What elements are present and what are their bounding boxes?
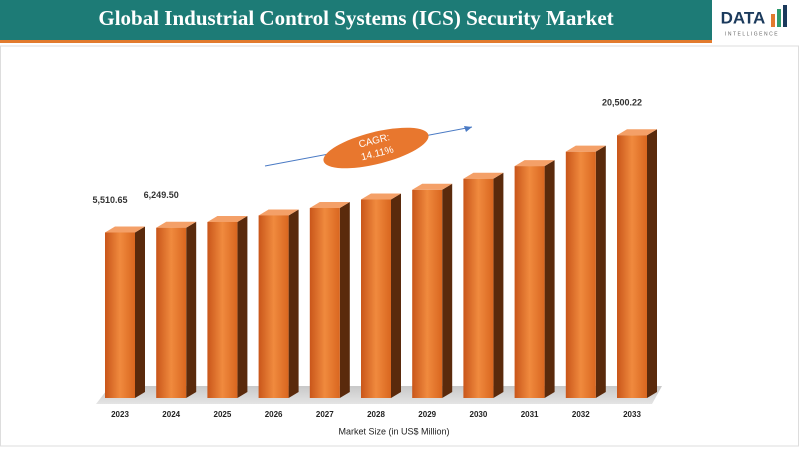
bar bbox=[258, 215, 289, 398]
bar-top bbox=[514, 160, 555, 167]
bar-top bbox=[565, 145, 606, 152]
bar-side bbox=[595, 145, 606, 398]
x-axis-title: Market Size (in US$ Million) bbox=[338, 426, 449, 436]
bar bbox=[514, 166, 545, 398]
chart-title: Global Industrial Control Systems (ICS) … bbox=[98, 6, 613, 30]
value-label: 5,510.65 bbox=[92, 195, 127, 205]
cagr-ellipse bbox=[323, 127, 429, 169]
x-tick-label: 2024 bbox=[162, 410, 180, 419]
bar-top bbox=[156, 221, 197, 228]
bar-side bbox=[493, 172, 504, 398]
arrow-head bbox=[464, 126, 472, 132]
logo-subtext: INTELLIGENCE bbox=[725, 31, 779, 37]
header-bar bbox=[0, 0, 800, 40]
chart-frame bbox=[0, 45, 799, 447]
x-tick-label: 2023 bbox=[111, 410, 129, 419]
bar-side bbox=[339, 201, 350, 398]
bar bbox=[361, 199, 391, 398]
x-tick-label: 2029 bbox=[418, 410, 436, 419]
bar-top bbox=[617, 129, 657, 136]
bar bbox=[309, 207, 340, 398]
x-tick-label: 2032 bbox=[572, 410, 590, 419]
bar bbox=[156, 227, 187, 398]
value-label: 6,249.50 bbox=[144, 190, 179, 200]
x-tick-label: 2031 bbox=[521, 410, 539, 419]
bar-top bbox=[309, 201, 350, 208]
value-label: 20,500.22 bbox=[602, 98, 642, 108]
x-tick-label: 2033 bbox=[623, 410, 641, 419]
bar-side bbox=[288, 209, 299, 398]
bar-top bbox=[412, 183, 453, 190]
bar-top bbox=[463, 172, 504, 179]
logo-text: DATA bbox=[721, 8, 766, 27]
logo-icon bbox=[783, 5, 787, 27]
bar-top bbox=[361, 193, 401, 200]
bar bbox=[207, 221, 238, 398]
bar-side bbox=[647, 129, 657, 398]
x-tick-label: 2030 bbox=[470, 410, 488, 419]
bar-side bbox=[237, 215, 248, 398]
header-rule bbox=[0, 40, 712, 43]
bar-top bbox=[258, 209, 299, 216]
logo-icon bbox=[771, 14, 775, 27]
logo-icon bbox=[777, 9, 781, 27]
cagr-badge: CAGR: 14.11% bbox=[323, 127, 429, 169]
x-tick-label: 2028 bbox=[367, 410, 385, 419]
bar-side bbox=[442, 183, 453, 398]
bar-top bbox=[207, 215, 248, 222]
bar-top bbox=[105, 226, 145, 233]
bar bbox=[565, 151, 596, 398]
bar bbox=[617, 135, 647, 398]
bar-side bbox=[544, 160, 555, 398]
bar bbox=[412, 189, 443, 398]
bar-side bbox=[186, 221, 197, 398]
x-tick-label: 2025 bbox=[214, 410, 232, 419]
bar-side bbox=[391, 193, 401, 398]
x-tick-label: 2027 bbox=[316, 410, 334, 419]
bar-side bbox=[135, 226, 145, 398]
bar bbox=[105, 232, 135, 398]
bar bbox=[463, 178, 494, 398]
x-tick-label: 2026 bbox=[265, 410, 283, 419]
